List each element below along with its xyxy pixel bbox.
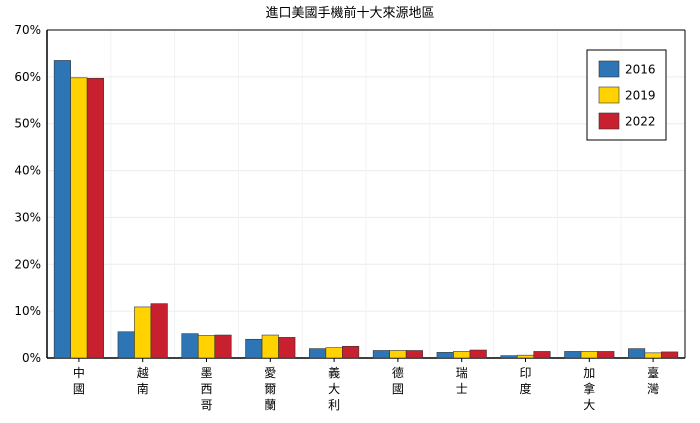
x-tick-label: 越南 xyxy=(137,366,149,396)
bar-2019-義大利 xyxy=(325,347,343,359)
bar-2016-中國 xyxy=(53,60,71,359)
bar-2022-中國 xyxy=(86,77,104,359)
y-tick-label: 30% xyxy=(14,210,41,224)
x-tick-label: 中國 xyxy=(73,365,85,396)
bar-2019-越南 xyxy=(134,306,152,359)
bar-2016-德國 xyxy=(372,350,390,359)
bar-2022-越南 xyxy=(150,303,168,359)
bar-2022-印度 xyxy=(533,351,551,359)
x-tick-label: 臺灣 xyxy=(647,365,659,396)
bar-2019-愛爾蘭 xyxy=(261,334,279,359)
bar-2019-印度 xyxy=(516,354,535,359)
chart-title: 進口美國手機前十大來源地區 xyxy=(265,6,435,21)
y-tick-label: 0% xyxy=(22,351,41,365)
bar-2016-臺灣 xyxy=(628,348,646,359)
bar-2016-加拿大 xyxy=(564,351,582,359)
legend-label-2022: 2022 xyxy=(625,115,656,129)
legend-swatch-2022 xyxy=(598,112,620,130)
y-tick-label: 60% xyxy=(14,70,41,84)
bar-2016-義大利 xyxy=(309,348,327,359)
bar-2022-加拿大 xyxy=(597,351,615,359)
x-tick-label: 德國 xyxy=(392,365,404,396)
bar-2019-德國 xyxy=(389,350,407,359)
bar-2019-中國 xyxy=(70,77,88,359)
bar-2019-加拿大 xyxy=(580,351,598,359)
bar-2016-愛爾蘭 xyxy=(245,338,263,359)
gridlines xyxy=(47,29,685,358)
bar-2016-越南 xyxy=(117,331,135,359)
y-tick-label: 50% xyxy=(14,117,41,131)
y-tick-label: 40% xyxy=(14,164,41,178)
bar-2019-瑞士 xyxy=(453,351,471,359)
legend-label-2019: 2019 xyxy=(625,89,656,103)
y-tick-label: 20% xyxy=(14,257,41,271)
bars xyxy=(53,60,679,359)
x-tick-label: 愛爾蘭 xyxy=(264,366,276,412)
y-tick-label: 10% xyxy=(14,304,41,318)
x-tick-label: 加拿大 xyxy=(583,366,595,412)
axis-labels: 0% 10% 20% 30% 40% 50% 60% 70% 中國 越南 墨西哥 愛爾蘭 義大利 德國 瑞士… xyxy=(14,23,659,412)
bar-2022-愛爾蘭 xyxy=(278,337,296,359)
legend-label-2016: 2016 xyxy=(625,63,656,77)
bar-2022-墨西哥 xyxy=(214,334,232,359)
x-tick-label: 墨西哥 xyxy=(200,366,212,412)
bar-2022-臺灣 xyxy=(661,351,679,359)
y-tick-label: 70% xyxy=(14,23,41,37)
x-tick-label: 瑞士 xyxy=(456,366,468,396)
legend-swatch-2016 xyxy=(598,60,620,78)
bar-2022-德國 xyxy=(405,350,423,359)
bar-2016-印度 xyxy=(500,355,518,359)
bar-2016-墨西哥 xyxy=(181,333,199,359)
legend: 2016 2019 2022 xyxy=(586,49,667,141)
x-tick-label: 義大利 xyxy=(328,365,340,412)
legend-swatch-2019 xyxy=(598,86,620,104)
bar-2022-義大利 xyxy=(342,345,360,359)
bar-2022-瑞士 xyxy=(469,349,487,359)
bar-2016-瑞士 xyxy=(436,352,454,359)
x-tick-label: 印度 xyxy=(519,366,531,396)
bar-2019-臺灣 xyxy=(644,352,662,359)
bar-2019-墨西哥 xyxy=(197,335,216,359)
